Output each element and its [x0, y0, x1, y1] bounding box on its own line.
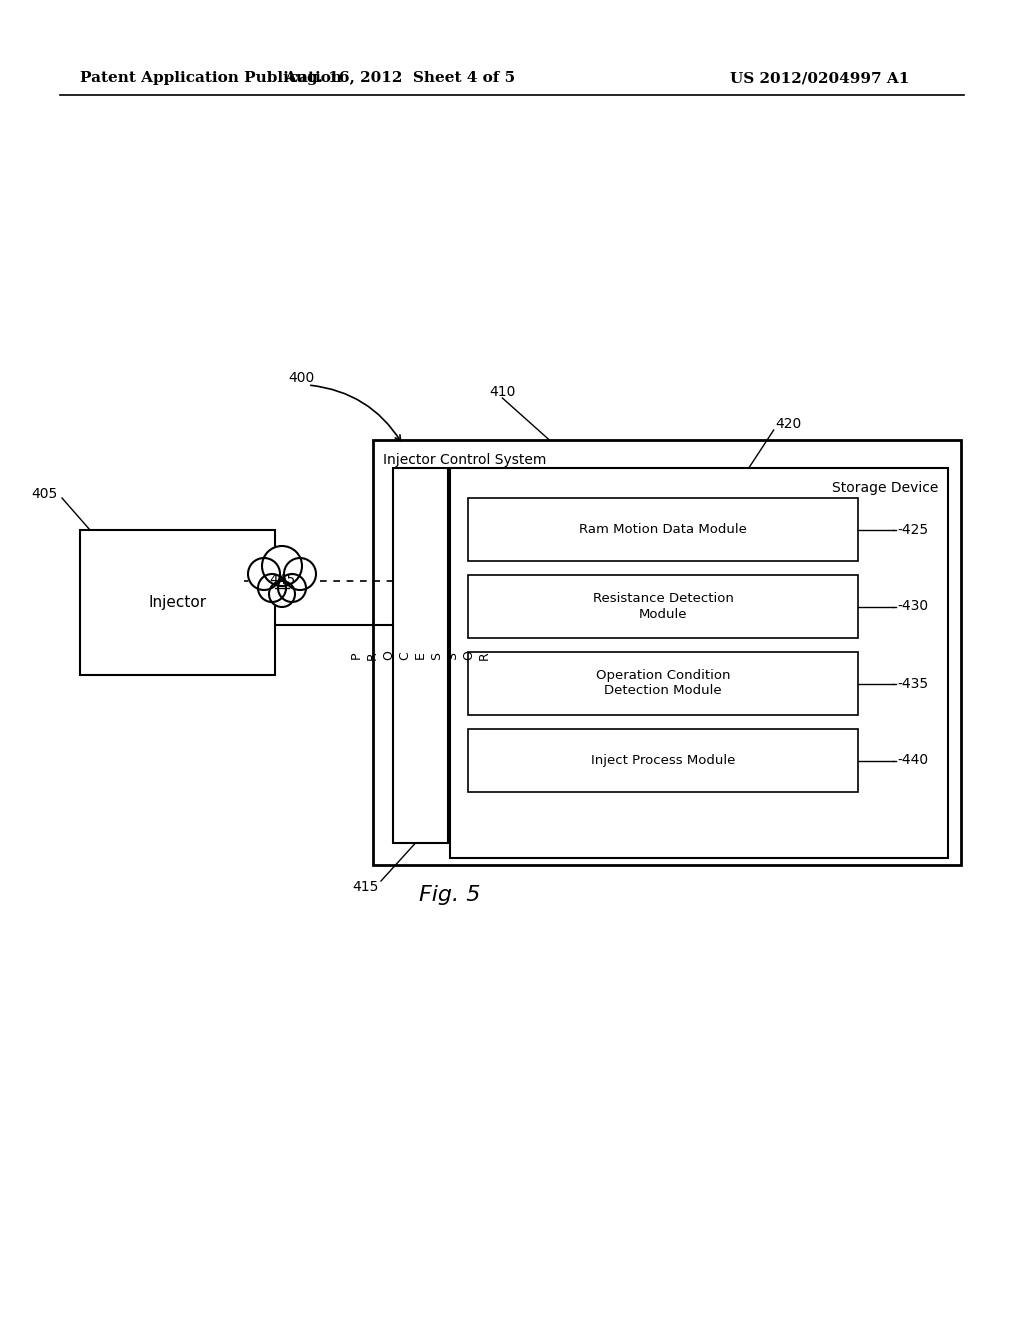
FancyBboxPatch shape [393, 469, 449, 843]
Text: 400: 400 [288, 371, 314, 385]
Text: Resistance Detection
Module: Resistance Detection Module [593, 593, 733, 620]
Text: 405: 405 [32, 487, 58, 502]
Text: Storage Device: Storage Device [831, 480, 938, 495]
Text: -425: -425 [897, 523, 928, 536]
FancyBboxPatch shape [468, 729, 858, 792]
Text: P
R
O
C
E
S
S
O
R: P R O C E S S O R [350, 651, 490, 660]
FancyBboxPatch shape [468, 576, 858, 638]
FancyBboxPatch shape [80, 531, 275, 675]
Text: Inject Process Module: Inject Process Module [591, 754, 735, 767]
Text: Aug. 16, 2012  Sheet 4 of 5: Aug. 16, 2012 Sheet 4 of 5 [285, 71, 515, 84]
Text: Injector: Injector [148, 595, 207, 610]
Text: -435: -435 [897, 676, 928, 690]
Text: Patent Application Publication: Patent Application Publication [80, 71, 342, 84]
Circle shape [248, 558, 280, 590]
Text: 410: 410 [489, 385, 515, 399]
Circle shape [278, 574, 306, 602]
FancyBboxPatch shape [468, 652, 858, 715]
Circle shape [269, 581, 295, 607]
Text: Ram Motion Data Module: Ram Motion Data Module [579, 523, 746, 536]
Circle shape [284, 558, 316, 590]
Circle shape [262, 546, 302, 586]
Text: 415: 415 [352, 880, 379, 894]
Text: -430: -430 [897, 599, 928, 614]
Text: -440: -440 [897, 754, 928, 767]
FancyBboxPatch shape [468, 498, 858, 561]
Text: Operation Condition
Detection Module: Operation Condition Detection Module [596, 669, 730, 697]
FancyBboxPatch shape [450, 469, 948, 858]
Text: Fig. 5: Fig. 5 [419, 884, 480, 906]
FancyBboxPatch shape [373, 440, 961, 865]
Text: Injector Control System: Injector Control System [383, 453, 547, 467]
Text: 445: 445 [269, 573, 295, 587]
Text: US 2012/0204997 A1: US 2012/0204997 A1 [730, 71, 909, 84]
Text: 420: 420 [776, 417, 802, 432]
Circle shape [258, 574, 286, 602]
